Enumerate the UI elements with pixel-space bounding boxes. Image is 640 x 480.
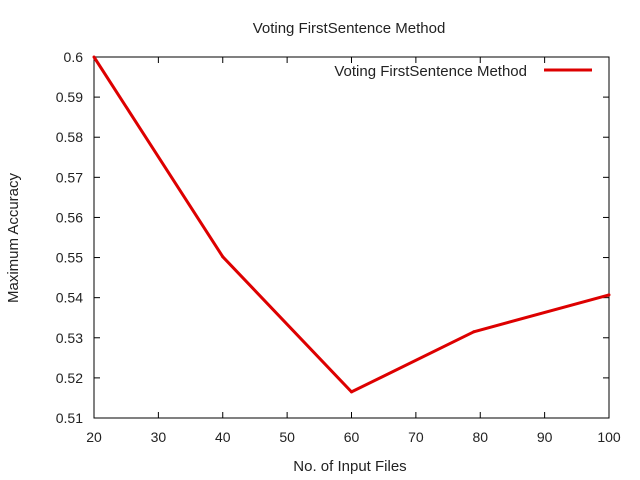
data-point bbox=[221, 255, 225, 259]
y-axis-label: Maximum Accuracy bbox=[5, 172, 22, 303]
x-tick-label: 50 bbox=[279, 429, 295, 445]
y-tick-label: 0.53 bbox=[56, 330, 83, 346]
data-point bbox=[472, 330, 476, 334]
data-point bbox=[607, 293, 611, 297]
x-tick-label: 40 bbox=[215, 429, 231, 445]
y-tick-label: 0.54 bbox=[56, 290, 83, 306]
plot-frame bbox=[93, 56, 610, 419]
data-point bbox=[350, 390, 353, 394]
x-axis-label: No. of Input Files bbox=[293, 458, 406, 475]
y-tick-label: 0.55 bbox=[56, 250, 83, 266]
x-tick-label: 30 bbox=[151, 429, 167, 445]
y-tick-label: 0.52 bbox=[56, 370, 83, 386]
x-axis: 20 30 40 50 60 70 80 90 100 bbox=[86, 57, 621, 445]
legend: Voting FirstSentence Method bbox=[334, 63, 592, 80]
x-tick-label: 70 bbox=[408, 429, 424, 445]
y-tick-label: 0.51 bbox=[56, 410, 83, 426]
y-tick-label: 0.58 bbox=[56, 129, 83, 145]
y-tick-label: 0.6 bbox=[64, 49, 84, 65]
y-tick-label: 0.57 bbox=[56, 169, 83, 185]
series-layer bbox=[92, 55, 611, 394]
x-tick-label: 80 bbox=[472, 429, 488, 445]
legend-label: Voting FirstSentence Method bbox=[334, 63, 527, 80]
y-axis: 0.51 0.52 0.53 0.54 0.55 0.56 0.57 0.58 0.59 0.6 bbox=[56, 49, 609, 426]
y-tick-label: 0.56 bbox=[56, 209, 83, 225]
y-tick-label: 0.59 bbox=[56, 89, 83, 105]
x-tick-label: 20 bbox=[86, 429, 102, 445]
x-tick-label: 90 bbox=[537, 429, 553, 445]
x-tick-label: 100 bbox=[597, 429, 621, 445]
data-point bbox=[92, 55, 96, 59]
chart-title: Voting FirstSentence Method bbox=[253, 20, 446, 37]
series-line-0 bbox=[92, 56, 610, 394]
x-tick-label: 60 bbox=[344, 429, 360, 445]
